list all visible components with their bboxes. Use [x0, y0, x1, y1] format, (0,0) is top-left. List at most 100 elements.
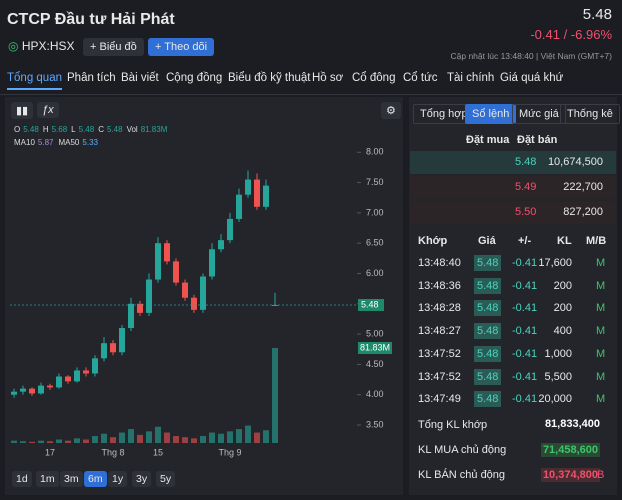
ticker-text: HPX:HSX	[21, 39, 75, 53]
y-tick-label: 3.50	[366, 419, 384, 429]
candle-body	[128, 303, 134, 329]
tab[interactable]: Cổ đông	[352, 72, 396, 84]
range-button[interactable]: 1y	[108, 471, 128, 487]
volume-bar	[146, 431, 152, 443]
y-tick-label: 7.50	[366, 177, 384, 187]
summary-value: 71,458,600	[540, 443, 600, 457]
candle-body	[101, 343, 107, 359]
book-row-bg	[410, 201, 616, 224]
tab[interactable]: Phân tích	[67, 72, 116, 84]
range-button[interactable]: 1m	[36, 471, 59, 487]
panel-tab[interactable]: Thống kê	[560, 104, 620, 124]
trades-header: M/B	[586, 235, 607, 247]
book-header: Đặt bán	[517, 134, 558, 146]
y-tick-label: 8.00	[366, 147, 384, 157]
range-button[interactable]: 1d	[12, 471, 32, 487]
panel-tab[interactable]: Sổ lệnh	[465, 104, 517, 124]
tab[interactable]: Cổ tức	[403, 72, 438, 84]
tab[interactable]: Hồ sơ	[312, 72, 344, 84]
tab[interactable]: Bài viết	[121, 72, 159, 84]
candle-body	[47, 385, 53, 388]
chart-button[interactable]: + Biểu đồ	[83, 38, 144, 56]
summary-label: KL MUA chủ động	[418, 444, 507, 456]
divider	[0, 94, 622, 95]
legend-key: L	[71, 125, 76, 134]
trade-time: 13:48:36	[418, 279, 461, 292]
volume-bar	[38, 440, 44, 443]
trade-side: M	[596, 279, 606, 292]
volume-bar	[173, 436, 179, 443]
volume-bar	[191, 438, 197, 443]
trade-price: 5.48	[474, 255, 502, 271]
volume-bar	[182, 437, 188, 443]
candle-body	[65, 376, 71, 382]
candle-body	[236, 194, 242, 219]
trade-time: 13:47:49	[418, 393, 461, 406]
candle-body	[155, 243, 161, 280]
volume-bar	[110, 437, 116, 443]
volume-bar	[200, 436, 206, 443]
range-button[interactable]: 3y	[132, 471, 152, 487]
candle-body	[83, 370, 89, 374]
range-button[interactable]: 5y	[156, 471, 176, 487]
book-header: Đặt mua	[466, 134, 510, 146]
trade-change: -0.41	[512, 370, 538, 383]
candle-body	[20, 388, 26, 392]
trade-volume: 200	[553, 279, 572, 292]
summary-value: 10,374,800	[540, 468, 600, 482]
updated: Cập nhật lúc 13:48:40 | Việt Nam (GMT+7)	[450, 51, 612, 61]
trade-side: M	[596, 370, 606, 383]
tab[interactable]: Biểu đồ kỹ thuật	[228, 72, 311, 84]
trade-time: 13:48:40	[418, 257, 461, 269]
candle-body	[227, 218, 233, 241]
volume-bar	[92, 436, 98, 443]
summary-label: KL BÁN chủ động	[418, 469, 506, 481]
trade-side: M	[596, 257, 606, 269]
trade-price: 5.48	[474, 391, 502, 408]
volume-bar	[29, 441, 35, 443]
trade-volume: 20,000	[538, 393, 572, 406]
trade-side: M	[596, 393, 606, 406]
tab[interactable]: Tổng quan	[7, 72, 62, 90]
chart-type-button[interactable]: ▮▮	[11, 102, 34, 119]
trade-time: 13:48:28	[418, 302, 461, 315]
volume-bar	[74, 438, 80, 443]
trade-change: -0.41	[512, 257, 538, 269]
legend-value: 5.48	[107, 125, 123, 134]
x-tick-label: Thg 9	[218, 447, 241, 457]
trade-time: 13:47:52	[418, 370, 461, 383]
candle-body	[218, 240, 224, 250]
volume-bar	[245, 425, 251, 443]
ma-key: MA10	[14, 138, 35, 147]
book-volume: 222,700	[563, 181, 603, 193]
summary-value: 81,833,400	[544, 418, 600, 430]
indicator-button[interactable]: ƒx	[37, 102, 59, 118]
range-button[interactable]: 3m	[60, 471, 83, 487]
y-tick-label: 4.00	[366, 389, 384, 399]
follow-button[interactable]: + Theo dõi	[148, 38, 215, 56]
tab[interactable]: Cộng đồng	[166, 72, 223, 84]
volume-bar	[272, 348, 278, 443]
panel-tab[interactable]: Mức giá	[512, 104, 566, 124]
trade-price: 5.48	[474, 323, 502, 340]
trade-side: M	[596, 347, 606, 360]
volume-bar	[11, 440, 17, 443]
trade-price: 5.48	[474, 345, 502, 362]
y-tick-label: 5.00	[366, 328, 384, 338]
trade-change: -0.41	[512, 347, 538, 360]
trades-header: +/-	[518, 235, 532, 247]
trade-price: 5.48	[474, 277, 502, 294]
range-button[interactable]: 6m	[84, 471, 107, 487]
book-price: 5.48	[515, 156, 537, 168]
legend-key: C	[98, 125, 104, 134]
trades-header: KL	[557, 235, 572, 247]
x-tick-label: 17	[45, 447, 55, 457]
tab[interactable]: Tài chính	[447, 72, 495, 84]
tab[interactable]: Giá quá khứ	[500, 72, 564, 84]
trade-volume: 400	[553, 325, 572, 338]
volume-bar	[263, 430, 269, 443]
settings-button[interactable]: ⚙	[381, 102, 401, 119]
candle-body	[173, 261, 179, 283]
candle-body	[146, 279, 152, 313]
volume-bar	[254, 432, 260, 443]
